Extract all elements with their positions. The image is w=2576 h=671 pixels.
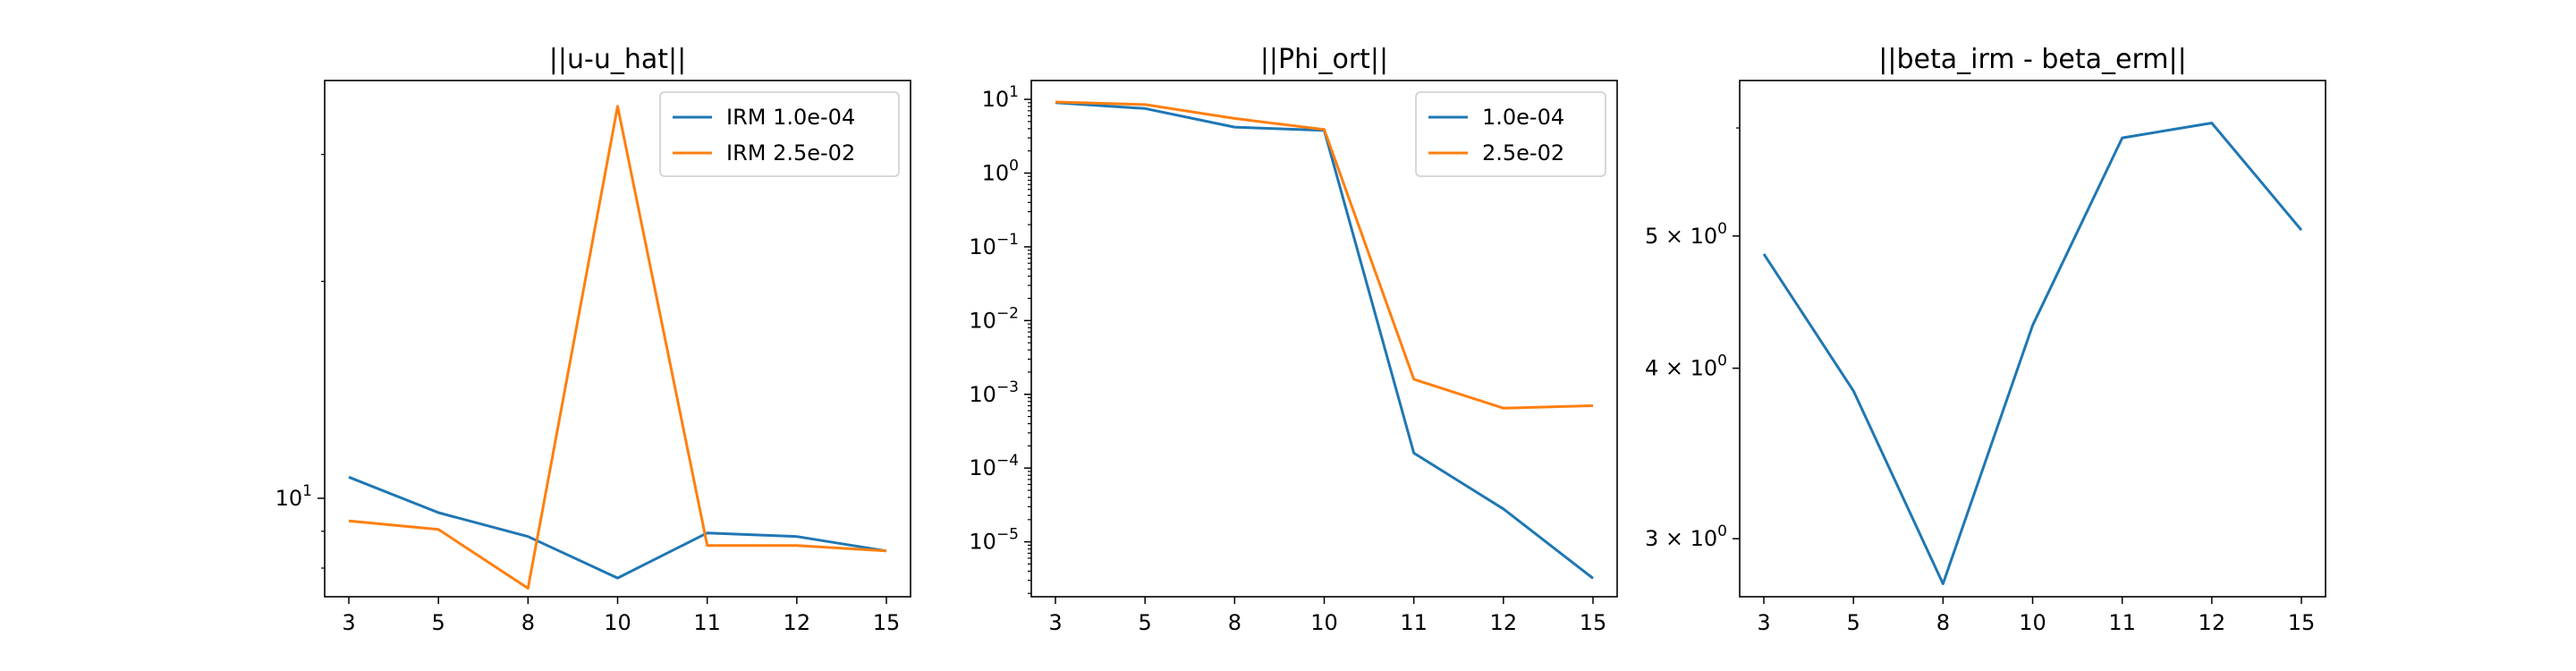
chart-title: ||u-u_hat|| [549,44,686,75]
legend-box [1415,91,1606,177]
x-tick-label: 5 [1847,610,1860,635]
y-tick-label: 10−5 [969,526,1019,555]
y-tick-label: 101 [982,83,1019,112]
y-tick-label: 5 × 100 [1645,220,1727,249]
y-tick-label: 3 × 100 [1645,522,1727,551]
chart-panel-3: ||beta_irm - beta_erm|| 5 × 100 4 × 100 3 ×… [1645,44,2326,635]
x-tick-label: 11 [693,610,721,635]
legend: 1.0e-04 2.5e-02 [1415,91,1606,177]
series-line-2 [1055,100,1594,410]
chart-panel-2: ||Phi_ort|| 101 100 10−1 10−2 10−3 10−4 10−5 3 5 8… [969,44,1618,635]
legend: IRM 1.0e-04 IRM 2.5e-02 [659,91,900,177]
axes-frame [1030,80,1618,598]
axes-frame [324,80,911,598]
y-tick-label: 100 [982,157,1019,185]
x-tick-label: 12 [784,610,811,635]
x-tick-label: 10 [1310,610,1338,635]
chart-title: ||beta_irm - beta_erm|| [1878,44,2186,75]
x-tick-label: 3 [1757,610,1770,635]
x-tick-label: 12 [2199,610,2226,635]
series-line-1 [348,475,887,580]
x-tick-label: 3 [342,610,355,635]
series-line-2 [348,105,887,590]
y-tick-label: 101 [275,482,312,511]
x-tick-label: 10 [2019,610,2046,635]
x-tick-label: 15 [1580,610,1607,635]
x-tick-label: 8 [1228,610,1241,635]
x-tick-label: 8 [1936,610,1950,635]
legend-label: 2.5e-02 [1482,140,1564,166]
axes-frame [1739,80,2326,598]
y-tick-label: 4 × 100 [1645,352,1727,381]
y-tick-label: 10−4 [969,452,1019,480]
x-tick-label: 10 [604,610,631,635]
y-tick-label: 10−1 [969,231,1019,259]
series-line-1 [1762,122,2303,585]
x-tick-label: 15 [873,610,901,635]
x-tick-label: 8 [521,610,535,635]
legend-label: 1.0e-04 [1482,105,1564,130]
x-tick-label: 15 [2288,610,2316,635]
x-tick-label: 11 [1400,610,1428,635]
y-tick-label: 10−3 [969,378,1019,407]
legend-label: IRM 2.5e-02 [726,140,855,166]
x-tick-label: 5 [1139,610,1152,635]
x-tick-label: 5 [432,610,445,635]
x-tick-label: 11 [2108,610,2136,635]
legend-box [659,91,900,177]
x-tick-label: 3 [1048,610,1062,635]
y-tick-label: 10−2 [969,304,1019,333]
chart-title: ||Phi_ort|| [1260,44,1388,75]
x-tick-label: 12 [1490,610,1518,635]
legend-label: IRM 1.0e-04 [726,105,855,130]
